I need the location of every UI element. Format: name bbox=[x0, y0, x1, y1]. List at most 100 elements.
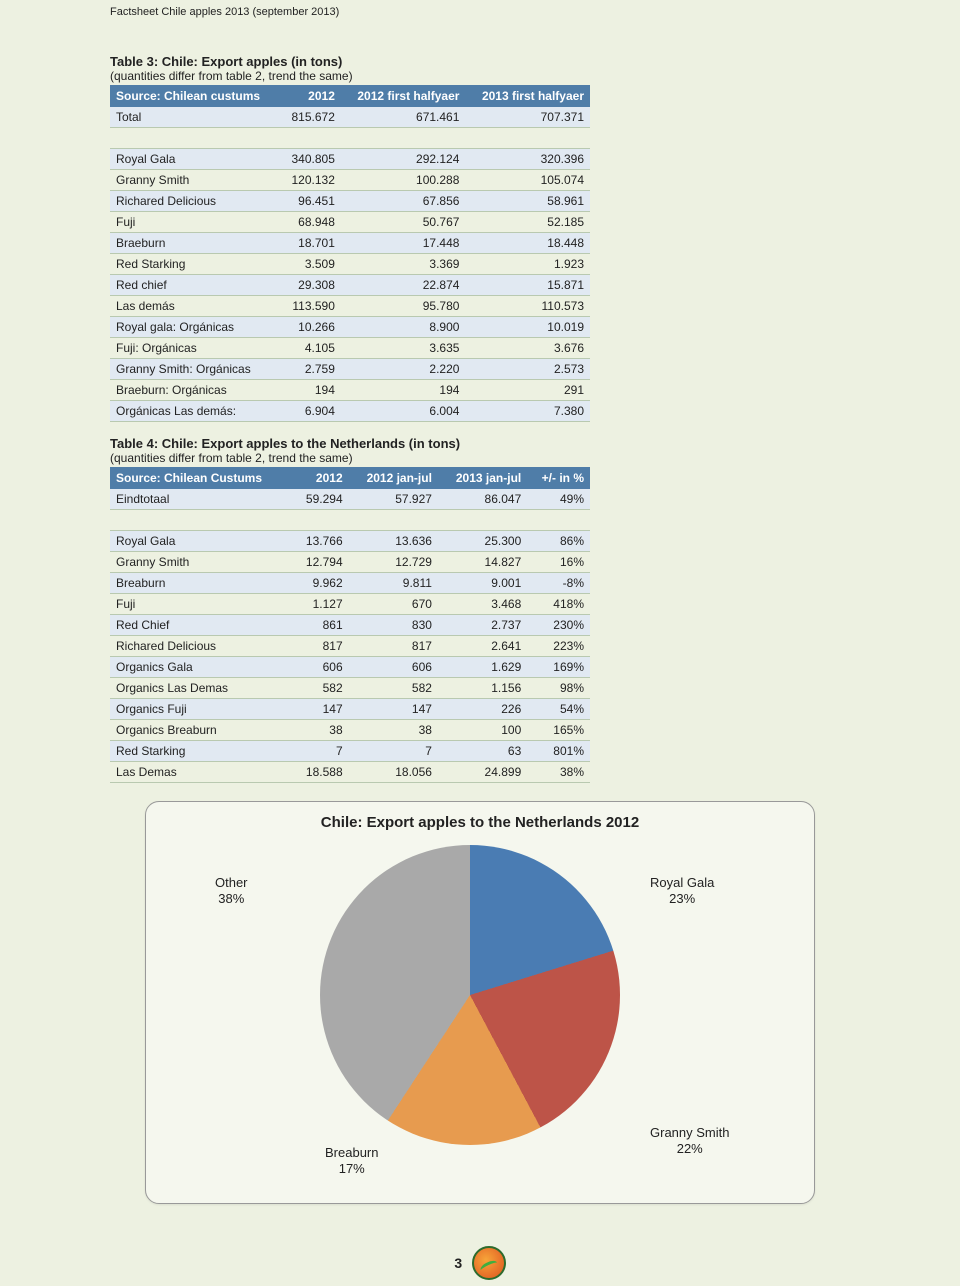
table-cell: 226 bbox=[438, 699, 527, 720]
table-cell: 105.074 bbox=[465, 170, 590, 191]
table-cell: Braeburn bbox=[110, 233, 280, 254]
table-cell: 15.871 bbox=[465, 275, 590, 296]
table-cell: 194 bbox=[280, 380, 340, 401]
t4-h3: 2013 jan-jul bbox=[438, 467, 527, 489]
table-cell: 67.856 bbox=[341, 191, 466, 212]
table-cell: 291 bbox=[465, 380, 590, 401]
table-cell: Granny Smith bbox=[110, 170, 280, 191]
table-cell: 3.369 bbox=[341, 254, 466, 275]
table-cell: 38 bbox=[292, 720, 348, 741]
table-cell: 100 bbox=[438, 720, 527, 741]
table-cell: 57.927 bbox=[349, 489, 438, 510]
table-cell: Organics Las Demas bbox=[110, 678, 292, 699]
table-cell: 18.588 bbox=[292, 762, 348, 783]
table4-subtitle: (quantities differ from table 2, trend t… bbox=[110, 451, 850, 465]
table-cell: 12.794 bbox=[292, 552, 348, 573]
table-cell: 17.448 bbox=[341, 233, 466, 254]
table-cell: 165% bbox=[527, 720, 590, 741]
pie-label-royal-gala: Royal Gala23% bbox=[650, 875, 714, 906]
table-cell: Organics Fuji bbox=[110, 699, 292, 720]
table-cell: 6.004 bbox=[341, 401, 466, 422]
pie-chart bbox=[320, 845, 620, 1145]
table-cell: 817 bbox=[292, 636, 348, 657]
table-cell: Las demás bbox=[110, 296, 280, 317]
table-cell: 147 bbox=[349, 699, 438, 720]
table-cell: 4.105 bbox=[280, 338, 340, 359]
table-cell: 671.461 bbox=[341, 107, 466, 128]
table-cell: 12.729 bbox=[349, 552, 438, 573]
table-cell: Braeburn: Orgánicas bbox=[110, 380, 280, 401]
table-cell: -8% bbox=[527, 573, 590, 594]
spacer-cell bbox=[110, 510, 590, 531]
t4-h0: Source: Chilean Custums bbox=[110, 467, 292, 489]
table-cell: Royal Gala bbox=[110, 531, 292, 552]
table-cell: 9.962 bbox=[292, 573, 348, 594]
table-cell: 68.948 bbox=[280, 212, 340, 233]
t4-h2: 2012 jan-jul bbox=[349, 467, 438, 489]
table-cell: 2.737 bbox=[438, 615, 527, 636]
table-cell: 582 bbox=[292, 678, 348, 699]
pie-label-granny-smith: Granny Smith22% bbox=[650, 1125, 729, 1156]
table-cell: 86.047 bbox=[438, 489, 527, 510]
table-cell: 113.590 bbox=[280, 296, 340, 317]
table-cell: 169% bbox=[527, 657, 590, 678]
table-cell: Eindtotaal bbox=[110, 489, 292, 510]
table-cell: 52.185 bbox=[465, 212, 590, 233]
table-cell: Richared Delicious bbox=[110, 636, 292, 657]
pie-label-breaburn: Breaburn17% bbox=[325, 1145, 378, 1176]
table-cell: 1.156 bbox=[438, 678, 527, 699]
pie-label-other: Other38% bbox=[215, 875, 248, 906]
table-cell: Fuji: Orgánicas bbox=[110, 338, 280, 359]
table-cell: 147 bbox=[292, 699, 348, 720]
table-cell: 24.899 bbox=[438, 762, 527, 783]
table-cell: 2.759 bbox=[280, 359, 340, 380]
t3-h2: 2012 first halfyaer bbox=[341, 85, 466, 107]
table-cell: 3.635 bbox=[341, 338, 466, 359]
table-cell: 7 bbox=[349, 741, 438, 762]
table-cell: 86% bbox=[527, 531, 590, 552]
table-cell: 707.371 bbox=[465, 107, 590, 128]
table-cell: 13.766 bbox=[292, 531, 348, 552]
table-cell: 2.573 bbox=[465, 359, 590, 380]
table-cell: 830 bbox=[349, 615, 438, 636]
table-cell: 25.300 bbox=[438, 531, 527, 552]
table-cell: 7 bbox=[292, 741, 348, 762]
table-cell: 340.805 bbox=[280, 149, 340, 170]
spacer-cell bbox=[110, 128, 590, 149]
table-cell: 817 bbox=[349, 636, 438, 657]
table-cell: 3.676 bbox=[465, 338, 590, 359]
pie-chart-card: Chile: Export apples to the Netherlands … bbox=[145, 801, 815, 1204]
table-cell: 49% bbox=[527, 489, 590, 510]
table-cell: 861 bbox=[292, 615, 348, 636]
table-cell: 815.672 bbox=[280, 107, 340, 128]
table-cell: 3.468 bbox=[438, 594, 527, 615]
table-cell: Red Starking bbox=[110, 254, 280, 275]
table-cell: 606 bbox=[349, 657, 438, 678]
t4-h1: 2012 bbox=[292, 467, 348, 489]
t4-h4: +/- in % bbox=[527, 467, 590, 489]
page-footer: 3 bbox=[0, 1246, 960, 1286]
table-cell: 38% bbox=[527, 762, 590, 783]
table-cell: 100.288 bbox=[341, 170, 466, 191]
table-cell: 16% bbox=[527, 552, 590, 573]
table3-title: Table 3: Chile: Export apples (in tons) bbox=[110, 54, 850, 69]
table4: Source: Chilean Custums 2012 2012 jan-ju… bbox=[110, 467, 590, 783]
table-cell: Royal gala: Orgánicas bbox=[110, 317, 280, 338]
t3-h3: 2013 first halfyaer bbox=[465, 85, 590, 107]
table-cell: 13.636 bbox=[349, 531, 438, 552]
table-cell: 582 bbox=[349, 678, 438, 699]
table-cell: 1.629 bbox=[438, 657, 527, 678]
table-cell: 10.019 bbox=[465, 317, 590, 338]
table-cell: 110.573 bbox=[465, 296, 590, 317]
table-cell: 14.827 bbox=[438, 552, 527, 573]
table-cell: 95.780 bbox=[341, 296, 466, 317]
table3: Source: Chilean custums 2012 2012 first … bbox=[110, 85, 590, 422]
table-cell: 194 bbox=[341, 380, 466, 401]
table-cell: Granny Smith bbox=[110, 552, 292, 573]
table-cell: 10.266 bbox=[280, 317, 340, 338]
table-cell: 2.220 bbox=[341, 359, 466, 380]
table-cell: 18.448 bbox=[465, 233, 590, 254]
table-cell: 223% bbox=[527, 636, 590, 657]
footer-logo-icon bbox=[472, 1246, 506, 1280]
chart-title: Chile: Export apples to the Netherlands … bbox=[160, 814, 800, 831]
